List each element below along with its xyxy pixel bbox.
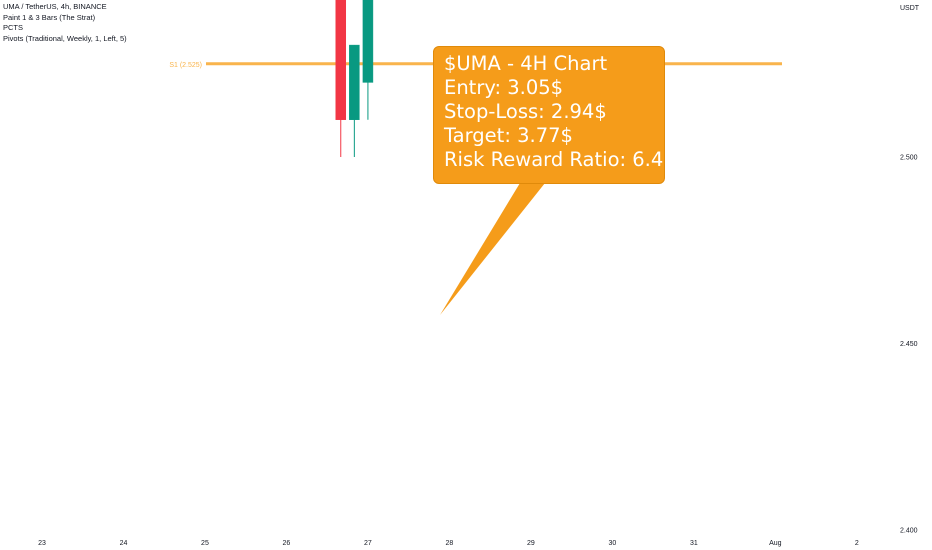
axis-currency: USDT: [900, 5, 920, 12]
legend-indicator-pivots[interactable]: Pivots (Traditional, Weekly, 1, Left, 5): [3, 33, 127, 43]
callout-entry: Entry: 3.05$: [444, 76, 564, 99]
x-tick-label: Aug: [769, 540, 782, 547]
x-tick-label: 30: [608, 540, 616, 547]
x-tick-label: 2: [855, 540, 859, 547]
callout-risk-reward: Risk Reward Ratio: 6.4: [444, 148, 664, 171]
x-tick-label: 25: [201, 540, 209, 547]
candle-body: [349, 44, 360, 120]
candle-body: [335, 0, 347, 120]
x-tick-label: 23: [38, 540, 46, 547]
candles: [335, 0, 374, 157]
price-axis[interactable]: USDT2.4002.4502.5002.5502.6002.6502.7002…: [900, 0, 920, 535]
x-tick-label: 27: [364, 540, 372, 547]
y-tick-label: 2.450: [900, 341, 918, 348]
candle-27: [362, 0, 374, 120]
callout-pointer: [440, 183, 545, 315]
x-tick-label: 28: [446, 540, 454, 547]
x-tick-label: 24: [120, 540, 128, 547]
y-tick-label: 2.400: [900, 528, 918, 535]
legend-indicator-strat[interactable]: Paint 1 & 3 Bars (The Strat): [3, 12, 96, 22]
callout-title: $UMA - 4H Chart: [444, 52, 608, 75]
candle-body: [362, 0, 374, 83]
candle-26: [349, 44, 360, 157]
callout-target: Target: 3.77$: [444, 124, 573, 147]
x-tick-label: 31: [690, 540, 698, 547]
legend-symbol[interactable]: UMA / TetherUS, 4h, BINANCE: [3, 2, 107, 11]
callout-stop-loss: Stop-Loss: 2.94$: [444, 100, 607, 123]
time-axis[interactable]: 23 24 25 26 27 28 29 30 31 Aug 2: [38, 540, 859, 547]
legend-indicator-pcts[interactable]: PCTS: [3, 23, 24, 32]
y-tick-label: 2.500: [900, 155, 918, 162]
x-tick-label: 29: [527, 540, 535, 547]
chart-legend: UMA / TetherUS, 4h, BINANCE Paint 1 & 3 …: [3, 2, 127, 44]
x-tick-label: 26: [283, 540, 291, 547]
trade-callout: $UMA - 4H Chart Entry: 3.05$ Stop-Loss: …: [433, 46, 665, 184]
pivot-label-3: S1 (2.525): [169, 62, 202, 69]
candle-25: [335, 0, 347, 157]
